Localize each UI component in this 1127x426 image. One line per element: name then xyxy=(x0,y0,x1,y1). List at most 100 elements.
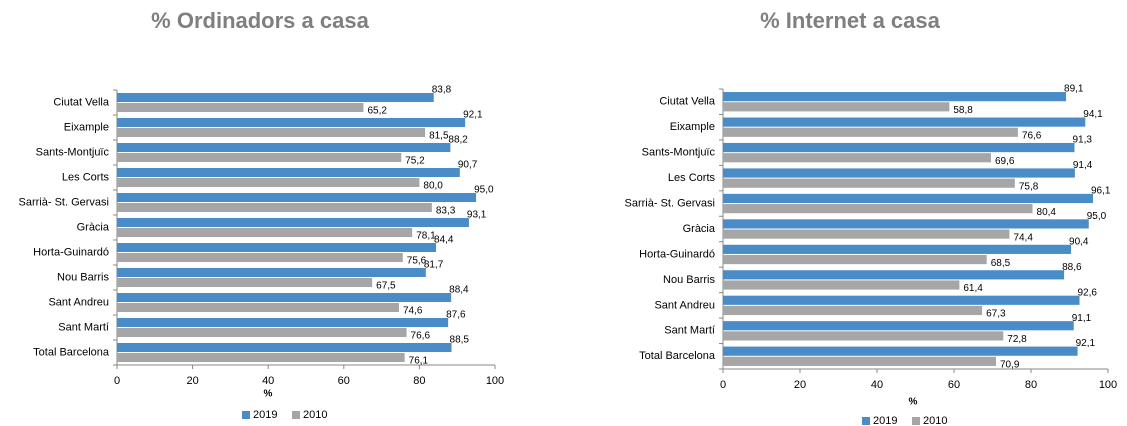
value-label: 92,6 xyxy=(1078,287,1098,298)
bar xyxy=(723,117,1086,127)
x-tick-label: 40 xyxy=(871,379,883,391)
value-label: 74,4 xyxy=(1013,232,1033,243)
legend-swatch xyxy=(292,411,300,419)
bar xyxy=(723,270,1065,280)
y-tick-label: Sant Martí xyxy=(664,325,715,337)
legend-label: 2010 xyxy=(923,415,947,426)
value-label: 88,2 xyxy=(448,135,468,146)
y-tick-label: Total Barcelona xyxy=(33,346,110,358)
legend-label: 2019 xyxy=(253,409,277,421)
bar xyxy=(723,229,1010,239)
value-label: 78,1 xyxy=(416,231,436,242)
x-tick-label: 0 xyxy=(720,379,726,391)
x-tick-label: 20 xyxy=(794,379,806,391)
bar xyxy=(117,293,452,302)
value-label: 92,1 xyxy=(1076,338,1096,349)
bar xyxy=(723,305,983,316)
x-tick-label: 0 xyxy=(114,375,120,387)
y-tick-label: Horta-Guinardó xyxy=(33,246,109,258)
bar xyxy=(117,228,413,237)
x-tick-label: 20 xyxy=(186,375,198,387)
bar xyxy=(117,168,460,177)
bar xyxy=(117,128,426,137)
y-tick-label: Nou Barris xyxy=(663,274,715,286)
y-tick-label: Sants-Montjuïc xyxy=(642,147,716,159)
x-tick-label: 60 xyxy=(948,379,960,391)
x-tick-label: 40 xyxy=(262,375,274,387)
bar xyxy=(117,318,449,327)
value-label: 75,6 xyxy=(407,256,427,267)
value-label: 61,4 xyxy=(963,283,983,294)
value-label: 95,0 xyxy=(474,185,494,196)
bar xyxy=(723,204,1033,214)
bar xyxy=(117,243,437,252)
y-tick-label: Horta-Guinardó xyxy=(639,248,715,260)
bar xyxy=(117,303,399,312)
bar xyxy=(117,118,466,127)
bar xyxy=(117,268,426,277)
bar xyxy=(117,328,407,337)
bar xyxy=(117,253,403,262)
bar xyxy=(723,356,996,366)
y-tick-label: Sant Andreu xyxy=(48,296,109,308)
value-label: 94,1 xyxy=(1083,109,1103,120)
value-label: 72,8 xyxy=(1007,334,1027,345)
legend-label: 2019 xyxy=(873,415,897,426)
value-label: 88,5 xyxy=(450,335,470,346)
value-label: 76,6 xyxy=(1022,131,1042,142)
value-label: 58,8 xyxy=(953,105,973,116)
bar xyxy=(117,278,373,287)
bar xyxy=(117,153,402,162)
bar xyxy=(117,93,434,102)
bar xyxy=(723,127,1018,137)
x-tick-label: 60 xyxy=(338,375,350,387)
chart-title: % Ordinadors a casa xyxy=(151,8,369,33)
value-label: 70,9 xyxy=(1000,360,1020,371)
bar xyxy=(723,321,1074,331)
bar xyxy=(723,193,1093,204)
value-label: 91,3 xyxy=(1073,135,1093,146)
bar xyxy=(117,193,477,202)
bar xyxy=(117,178,420,187)
x-tick-label: 100 xyxy=(486,375,504,387)
value-label: 91,4 xyxy=(1073,160,1093,171)
value-label: 88,4 xyxy=(449,285,469,296)
value-label: 90,7 xyxy=(458,160,478,171)
value-label: 80,0 xyxy=(423,181,443,192)
value-label: 83,3 xyxy=(436,206,456,217)
y-tick-label: Eixample xyxy=(670,121,715,133)
value-label: 67,3 xyxy=(986,309,1006,320)
value-label: 80,4 xyxy=(1037,207,1057,218)
y-tick-label: Sant Martí xyxy=(58,321,109,333)
value-label: 93,1 xyxy=(467,210,487,221)
y-tick-label: Ciutat Vella xyxy=(659,96,716,108)
y-tick-label: Gràcia xyxy=(77,221,110,233)
value-label: 69,6 xyxy=(995,156,1015,167)
bar xyxy=(723,295,1080,305)
x-axis-label: % xyxy=(264,389,273,400)
bar xyxy=(117,103,364,112)
bar xyxy=(723,219,1089,229)
y-tick-label: Total Barcelona xyxy=(639,350,716,362)
value-label: 87,6 xyxy=(446,310,466,321)
y-tick-label: Sant Andreu xyxy=(654,299,715,311)
bar xyxy=(723,92,1067,102)
value-label: 65,2 xyxy=(367,106,387,117)
value-label: 90,4 xyxy=(1069,236,1089,247)
bar xyxy=(723,178,1015,188)
bar xyxy=(723,168,1075,178)
value-label: 95,0 xyxy=(1087,211,1107,222)
value-label: 67,5 xyxy=(376,281,396,292)
value-label: 84,4 xyxy=(434,235,454,246)
x-tick-label: 100 xyxy=(1099,379,1117,391)
bar xyxy=(723,244,1072,254)
bar xyxy=(117,203,432,212)
legend-swatch xyxy=(912,417,920,425)
bar xyxy=(117,353,405,362)
value-label: 76,1 xyxy=(409,356,429,367)
y-tick-label: Nou Barris xyxy=(57,271,109,283)
value-label: 81,5 xyxy=(429,131,449,142)
legend-swatch xyxy=(862,417,870,425)
value-label: 91,1 xyxy=(1072,313,1092,324)
y-tick-label: Ciutat Vella xyxy=(53,96,110,108)
